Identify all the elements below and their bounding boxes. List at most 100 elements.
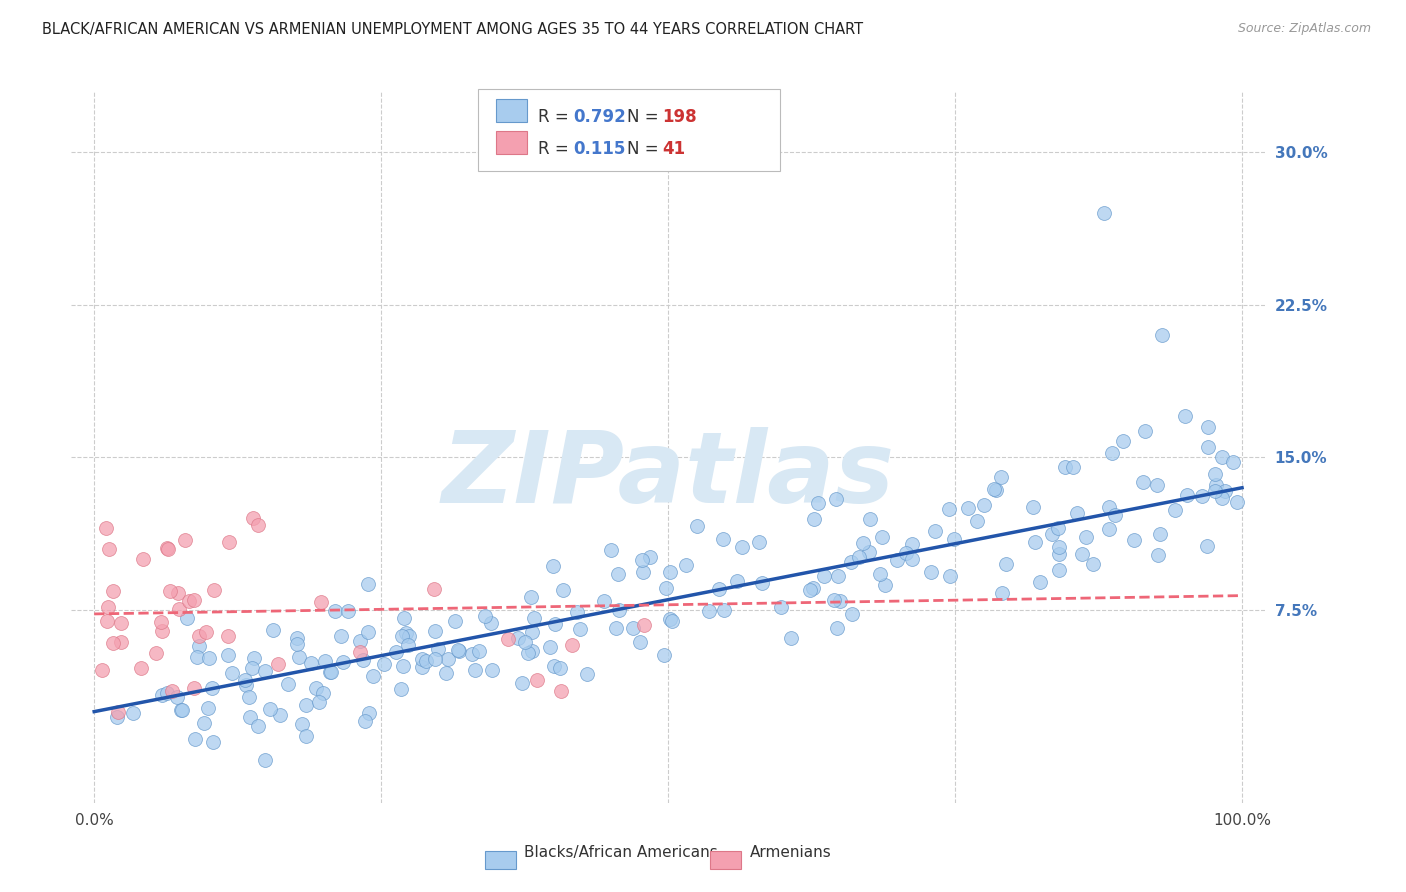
- Point: [828, 593, 851, 607]
- Point: [349, 645, 371, 659]
- Point: [1022, 500, 1045, 514]
- Point: [901, 551, 924, 566]
- Point: [98, 541, 121, 556]
- Point: [1040, 527, 1063, 541]
- Point: [186, 650, 208, 665]
- Point: [827, 569, 849, 583]
- Point: [398, 629, 420, 643]
- Point: [1132, 475, 1154, 489]
- Point: [1047, 547, 1070, 561]
- Point: [184, 731, 207, 746]
- Point: [193, 716, 215, 731]
- Point: [575, 667, 598, 681]
- Point: [870, 530, 893, 544]
- Point: [107, 705, 129, 719]
- Point: [621, 621, 644, 635]
- Point: [1098, 500, 1121, 514]
- Point: [1213, 483, 1236, 498]
- Point: [170, 703, 193, 717]
- Point: [769, 600, 792, 615]
- Point: [1070, 547, 1092, 561]
- Point: [561, 639, 583, 653]
- Point: [423, 582, 446, 596]
- Point: [444, 614, 467, 628]
- Point: [1191, 489, 1213, 503]
- Point: [269, 708, 291, 723]
- Point: [166, 690, 188, 704]
- Point: [659, 565, 682, 579]
- Point: [1211, 450, 1233, 464]
- Point: [195, 625, 218, 640]
- Point: [515, 635, 537, 649]
- Point: [357, 576, 380, 591]
- Point: [312, 685, 335, 699]
- Point: [966, 514, 988, 528]
- Point: [198, 650, 221, 665]
- Point: [920, 565, 942, 579]
- Point: [983, 482, 1005, 496]
- Text: N =: N =: [627, 140, 669, 158]
- Point: [565, 605, 588, 619]
- Point: [167, 601, 190, 615]
- Point: [447, 643, 470, 657]
- Text: Blacks/African Americans: Blacks/African Americans: [524, 846, 718, 860]
- Text: Armenians: Armenians: [749, 846, 831, 860]
- Point: [873, 578, 896, 592]
- Text: ZIPatlas: ZIPatlas: [441, 427, 894, 524]
- Point: [1024, 535, 1046, 549]
- Point: [605, 621, 627, 635]
- Point: [246, 518, 269, 533]
- Point: [411, 659, 433, 673]
- Point: [1150, 328, 1173, 343]
- Point: [221, 666, 243, 681]
- Point: [188, 639, 211, 653]
- Point: [285, 631, 308, 645]
- Point: [858, 544, 880, 558]
- Point: [1197, 539, 1219, 553]
- Point: [779, 632, 801, 646]
- Point: [314, 654, 336, 668]
- Point: [938, 502, 960, 516]
- Point: [217, 648, 239, 662]
- Point: [373, 657, 395, 671]
- Point: [319, 665, 342, 680]
- Point: [389, 681, 412, 696]
- Point: [166, 586, 188, 600]
- Point: [474, 608, 496, 623]
- Point: [551, 583, 574, 598]
- Point: [1047, 541, 1070, 555]
- Point: [652, 648, 675, 663]
- Point: [801, 581, 824, 595]
- Text: 0.792: 0.792: [574, 108, 627, 126]
- Point: [956, 500, 979, 515]
- Point: [411, 652, 433, 666]
- Point: [150, 688, 173, 702]
- Point: [1197, 419, 1219, 434]
- Point: [267, 657, 290, 671]
- Point: [541, 559, 564, 574]
- Point: [825, 492, 848, 507]
- Point: [468, 644, 491, 658]
- Point: [156, 686, 179, 700]
- Point: [1081, 558, 1104, 572]
- Point: [990, 586, 1012, 600]
- Point: [392, 659, 415, 673]
- Text: N =: N =: [627, 108, 664, 126]
- Point: [132, 552, 155, 566]
- Point: [357, 625, 380, 640]
- Point: [461, 648, 484, 662]
- Point: [337, 604, 360, 618]
- Point: [990, 470, 1012, 484]
- Point: [170, 703, 193, 717]
- Point: [697, 605, 720, 619]
- Point: [235, 678, 257, 692]
- Point: [852, 536, 875, 550]
- Point: [803, 512, 825, 526]
- Point: [510, 676, 533, 690]
- Point: [520, 625, 543, 640]
- Point: [751, 576, 773, 591]
- Point: [1053, 460, 1076, 475]
- Point: [1204, 484, 1226, 499]
- Point: [1205, 478, 1227, 492]
- Point: [685, 519, 707, 533]
